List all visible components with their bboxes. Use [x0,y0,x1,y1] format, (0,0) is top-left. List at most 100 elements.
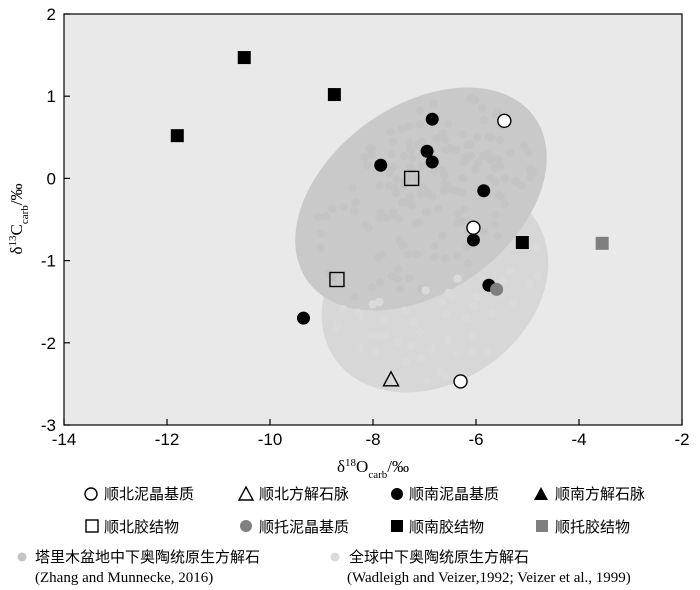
reference-point [494,190,503,200]
reference-point [339,202,348,211]
reference-point [441,145,450,154]
reference-point [525,279,534,288]
reference-fields [295,87,549,393]
reference-point [429,99,438,109]
reference-point [498,277,507,286]
reference-point [386,128,396,137]
reference-point [328,204,337,213]
reference-point [469,332,478,341]
reference-point [412,250,421,259]
legend-label: 全球中下奥陶统原生方解石 [349,548,529,566]
reference-point [363,160,372,170]
reference-point [355,343,365,352]
data-point-square-filled [515,236,529,250]
reference-point [477,104,486,113]
reference-point [415,106,424,115]
reference-point [416,354,426,363]
legend-label: 顺托胶结物 [555,518,630,536]
reference-point [511,176,521,185]
x-tick-label: -12 [155,430,180,449]
legend-marker-global-point [330,552,340,562]
reference-point [520,141,529,150]
x-axis-unit: /‰ [387,457,409,476]
reference-point [388,208,397,217]
data-point-circle-open [466,220,481,235]
legend-label: 顺北方解石脉 [259,485,349,503]
reference-point [436,366,445,376]
reference-point [493,155,503,164]
reference-point [437,165,447,175]
reference-point [366,331,376,340]
reference-point [509,298,518,307]
legend-marker-square-gray [536,520,548,532]
reference-point [448,293,457,302]
data-point-circle-gray [490,282,504,296]
legend-marker-triangle-filled [534,487,548,500]
reference-point [432,134,441,143]
data-point-square-open [403,170,420,187]
legend-marker-square-open [85,519,99,533]
legend-marker-square-filled [391,520,403,532]
reference-point [339,305,348,314]
data-point-square-open [329,271,345,288]
y-axis-main: C [7,224,26,235]
reference-point [440,178,449,188]
tick-labels: -14 -12 -10 -8 -6 -4 -2 2 1 0 -1 -2 -3 [41,5,690,449]
legend-item-shuntuo-micrite: 顺托泥晶基质 [240,518,349,536]
reference-point [440,135,450,144]
reference-point [438,231,447,240]
data-point-circle-filled [425,155,439,169]
reference-point [370,348,379,357]
data-point-circle-open [453,374,468,389]
reference-point [375,181,384,190]
reference-point [384,368,393,377]
reference-point [430,252,440,262]
reference-point [533,271,542,281]
legend-marker-circle-gray [240,520,252,532]
reference-point [415,120,424,129]
x-axis-delta: δ [337,457,345,476]
reference-point [453,251,462,260]
reference-point [368,300,377,309]
reference-point [316,243,325,252]
reference-point [415,328,425,337]
reference-point [476,272,486,281]
reference-point [406,145,415,154]
reference-point [532,243,541,252]
legend-marker-circle-filled [391,488,403,500]
reference-point [380,314,389,324]
reference-point [471,165,480,174]
reference-point [479,227,488,236]
reference-point [439,186,449,196]
reference-point [493,231,502,240]
reference-point [403,173,413,182]
reference-point [409,318,418,327]
data-point-circle-open [497,113,512,129]
legend-item-shunnan-cement: 顺南胶结物 [391,518,484,536]
x-tick-label: -2 [674,430,689,449]
reference-point [382,213,391,223]
x-tick-label: -14 [52,430,77,449]
reference-point [401,357,410,367]
y-axis-title: δ13Ccarb/‰ [7,183,31,254]
reference-point [365,144,374,153]
y-tick-label: -2 [41,334,56,353]
y-axis-unit: /‰ [7,183,26,205]
reference-point [495,135,505,145]
reference-point [401,306,410,315]
reference-point [404,138,413,147]
reference-point [388,137,398,146]
reference-point [314,212,323,222]
reference-point [423,376,432,385]
reference-point [387,150,396,159]
reference-point [375,297,384,307]
reference-point [453,209,462,219]
legend-item-shunbei-calcite-vein: 顺北方解石脉 [237,485,349,503]
reference-point [443,336,453,345]
reference-point [505,267,515,276]
reference-point [413,140,423,149]
reference-point [381,330,390,339]
legend-item-tarim-reference: 塔里木盆地中下奥陶统原生方解石 (Zhang and Munnecke, 201… [17,548,260,586]
reference-point [378,250,387,259]
